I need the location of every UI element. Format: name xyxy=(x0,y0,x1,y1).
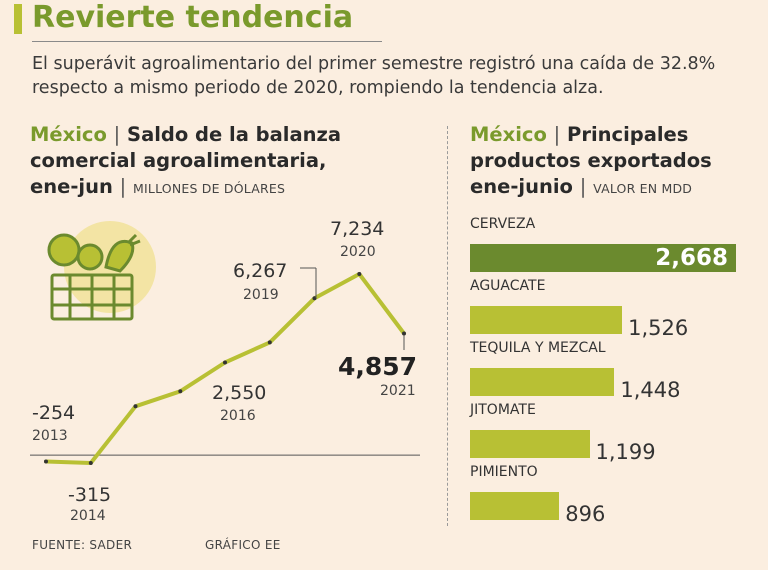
data-point-2021 xyxy=(402,331,406,336)
bar-category-label: JITOMATE xyxy=(470,402,536,418)
data-point-2013 xyxy=(44,459,48,464)
panel-divider xyxy=(447,126,448,526)
source-note: FUENTE: SADER xyxy=(32,538,133,552)
label-2021-value: 4,857 xyxy=(338,352,418,381)
bar-chart-separator: | xyxy=(553,123,561,146)
line-chart-separator: | xyxy=(113,123,121,146)
bar-chart-heading-2: productos exportados xyxy=(470,149,712,172)
line-chart-separator-2: | xyxy=(119,175,127,198)
bar-cerveza xyxy=(470,244,736,272)
bar-value-label: 1,199 xyxy=(595,440,656,464)
bar-chart-heading-1: Principales xyxy=(567,123,689,146)
bar-aguacate xyxy=(470,306,623,334)
title-accent-bar xyxy=(14,4,22,34)
data-point-2018 xyxy=(267,340,272,345)
label-2016-year: 2016 xyxy=(220,408,256,424)
label-2020-value: 7,234 xyxy=(330,218,385,240)
bar-value-label: 1,526 xyxy=(628,316,689,340)
data-point-2014 xyxy=(88,461,93,465)
bar-jitomate xyxy=(470,430,590,458)
title-divider xyxy=(32,41,382,42)
data-point-2020 xyxy=(357,272,362,276)
vegetable-crate-icon xyxy=(47,221,156,321)
line-chart-unit: MILLONES DE DÓLARES xyxy=(133,181,286,196)
data-point-2015 xyxy=(133,404,138,409)
label-2019-year: 2019 xyxy=(243,287,279,303)
label-2014-year: 2014 xyxy=(70,508,106,524)
label-2020-year: 2020 xyxy=(340,244,376,260)
bar-chart: CERVEZA 2,668 AGUACATE 1,526 TEQUILA Y MEZCA… xyxy=(470,216,760,536)
line-chart-heading-2: comercial agroalimentaria, xyxy=(30,149,327,172)
label-2019-value: 6,267 xyxy=(233,260,288,282)
bar-chart-heading-3: ene-junio xyxy=(470,175,573,198)
data-point-2016 xyxy=(178,389,183,394)
graphic-credit: GRÁFICO EE xyxy=(205,538,281,552)
line-chart-country: México xyxy=(30,123,107,146)
label-2013-value: -254 xyxy=(32,402,76,424)
bar-category-label: AGUACATE xyxy=(470,278,546,294)
page-title: Revierte tendencia xyxy=(32,0,354,35)
bar-value-label: 1,448 xyxy=(620,378,681,402)
label-2016-value: 2,550 xyxy=(212,382,267,404)
label-2014-value: -315 xyxy=(68,484,112,506)
bar-value-label: 2,668 xyxy=(655,245,728,271)
bar-tequila-y-mezcal xyxy=(470,368,615,396)
bar-category-label: CERVEZA xyxy=(470,216,536,232)
bar-chart-unit: VALOR EN MDD xyxy=(593,181,693,196)
line-chart-heading-1: Saldo de la balanza xyxy=(127,123,342,146)
bar-chart-heading: México | Principales productos exportado… xyxy=(470,122,768,202)
bar-chart-separator-2: | xyxy=(579,175,587,198)
label-2021-year: 2021 xyxy=(380,383,416,399)
subtitle: El superávit agroalimentario del primer … xyxy=(32,54,716,98)
line-chart-heading: México | Saldo de la balanza comercial a… xyxy=(30,122,430,202)
bar-category-label: TEQUILA Y MEZCAL xyxy=(470,340,606,356)
line-chart xyxy=(30,267,420,465)
label-2013-year: 2013 xyxy=(32,428,68,444)
bar-pimiento xyxy=(470,492,560,520)
bar-category-label: PIMIENTO xyxy=(470,464,538,480)
bar-chart-country: México xyxy=(470,123,547,146)
bar-value-label: 896 xyxy=(565,502,606,526)
line-chart-heading-3: ene-jun xyxy=(30,175,113,198)
data-point-2017 xyxy=(223,360,227,365)
